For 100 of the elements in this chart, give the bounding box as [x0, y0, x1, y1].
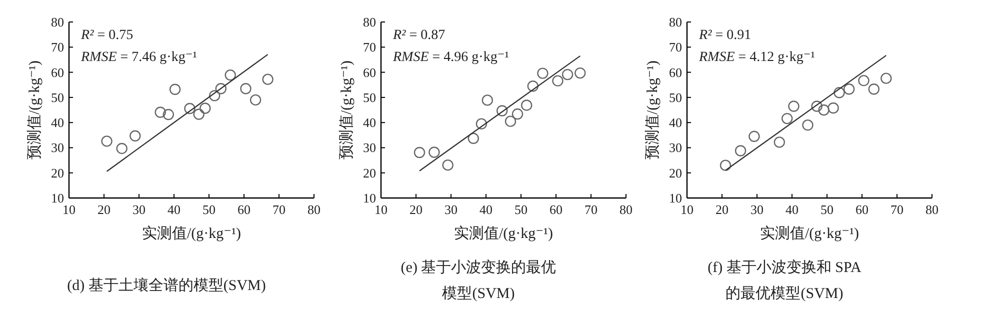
- y-tick-label: 50: [51, 90, 64, 105]
- point: [537, 68, 548, 79]
- y-tick-label: 30: [363, 140, 376, 156]
- point: [240, 83, 252, 94]
- point: [442, 159, 454, 171]
- point: [414, 146, 426, 158]
- point: [215, 83, 226, 94]
- point: [802, 119, 814, 131]
- point: [512, 108, 524, 120]
- x-axis-title: 实测值/(g·kg⁻¹): [454, 225, 554, 242]
- y-tick-label: 70: [669, 40, 682, 55]
- point: [504, 116, 516, 127]
- x-tick-label: 80: [926, 202, 938, 217]
- annotation: R² = 0.91: [698, 28, 752, 43]
- x-tick-label: 10: [62, 202, 76, 217]
- point: [574, 67, 586, 79]
- x-tick-label: 50: [202, 202, 216, 217]
- y-tick-label: 80: [669, 14, 682, 30]
- y-tick-label: 20: [363, 165, 376, 180]
- x-tick-label: 40: [168, 202, 180, 217]
- point: [130, 130, 141, 142]
- y-tick-label: 60: [669, 64, 682, 80]
- point: [496, 105, 508, 116]
- point: [834, 87, 845, 98]
- point: [552, 75, 564, 86]
- x-tick-label: 80: [308, 202, 320, 217]
- y-tick-label: 70: [51, 40, 64, 55]
- y-tick-label: 40: [51, 115, 64, 130]
- point: [169, 84, 181, 95]
- x-tick-label: 70: [890, 202, 904, 217]
- point: [193, 108, 204, 120]
- point: [774, 136, 785, 148]
- point: [788, 100, 800, 112]
- point: [116, 142, 128, 154]
- y-tick-label: 10: [363, 190, 376, 206]
- point: [843, 84, 855, 95]
- y-tick-label: 40: [669, 115, 682, 130]
- y-tick-label: 30: [669, 140, 682, 156]
- x-tick-label: 70: [584, 202, 598, 217]
- y-axis-title: 预测值/(g·kg⁻¹): [338, 60, 355, 160]
- point: [262, 74, 274, 85]
- point: [250, 94, 262, 106]
- y-tick-label: 60: [363, 64, 376, 80]
- text: (d) 基于土壤全谱的模型(SVM): [67, 277, 266, 294]
- x-axis-title: 实测值/(g·kg⁻¹): [142, 225, 242, 242]
- x-tick-label: 50: [820, 202, 834, 217]
- annotation: RMSE = 4.12 g·kg⁻¹: [698, 50, 815, 65]
- point: [858, 74, 870, 86]
- point: [828, 102, 839, 114]
- point: [154, 106, 166, 118]
- point: [782, 112, 793, 124]
- y-axis-title: 预测值/(g·kg⁻¹): [26, 60, 43, 160]
- x-tick-label: 70: [272, 202, 286, 217]
- text: (e) 基于小波变换的最优模型(SVM): [400, 259, 556, 302]
- point: [562, 68, 574, 80]
- point: [209, 90, 220, 102]
- y-tick-label: 10: [669, 190, 682, 206]
- annotation: RMSE = 4.96 g·kg⁻¹: [392, 50, 509, 65]
- y-tick-label: 80: [51, 14, 64, 30]
- point: [184, 102, 196, 114]
- point: [428, 146, 440, 158]
- x-tick-label: 20: [410, 202, 422, 217]
- point: [527, 80, 538, 92]
- annotation: RMSE = 7.46 g·kg⁻¹: [80, 50, 197, 65]
- x-tick-label: 20: [716, 202, 728, 217]
- x-axis-title: 实测值/(g·kg⁻¹): [760, 225, 860, 242]
- x-tick-label: 40: [480, 202, 492, 217]
- annotation: R² = 0.87: [392, 28, 446, 43]
- y-tick-label: 50: [669, 90, 682, 105]
- point: [818, 104, 830, 116]
- point: [476, 118, 488, 130]
- y-tick-label: 50: [363, 90, 376, 105]
- y-tick-label: 70: [363, 40, 376, 55]
- point: [880, 72, 892, 84]
- point: [748, 130, 760, 142]
- x-tick-label: 60: [238, 202, 250, 217]
- x-tick-label: 10: [680, 202, 694, 217]
- point: [720, 160, 732, 171]
- y-tick-label: 40: [363, 115, 376, 130]
- point: [734, 145, 746, 156]
- x-tick-label: 30: [444, 202, 458, 217]
- x-tick-label: 40: [786, 202, 798, 217]
- point: [482, 94, 493, 106]
- point: [224, 69, 236, 81]
- point: [162, 108, 174, 120]
- x-tick-label: 30: [750, 202, 764, 217]
- x-tick-label: 60: [550, 202, 562, 217]
- x-tick-label: 10: [374, 202, 388, 217]
- point: [868, 84, 880, 95]
- point: [811, 100, 822, 112]
- x-tick-label: 20: [98, 202, 110, 217]
- x-tick-label: 30: [132, 202, 146, 217]
- y-axis-title: 预测值/(g·kg⁻¹): [644, 60, 661, 160]
- x-tick-label: 80: [620, 202, 632, 217]
- y-tick-label: 20: [669, 165, 682, 180]
- annotation: R² = 0.75: [80, 28, 134, 43]
- y-tick-label: 80: [363, 14, 376, 30]
- text: (f) 基于小波变换和 SPA的最优模型(SVM): [708, 259, 862, 302]
- x-tick-label: 60: [856, 202, 868, 217]
- point: [468, 132, 479, 144]
